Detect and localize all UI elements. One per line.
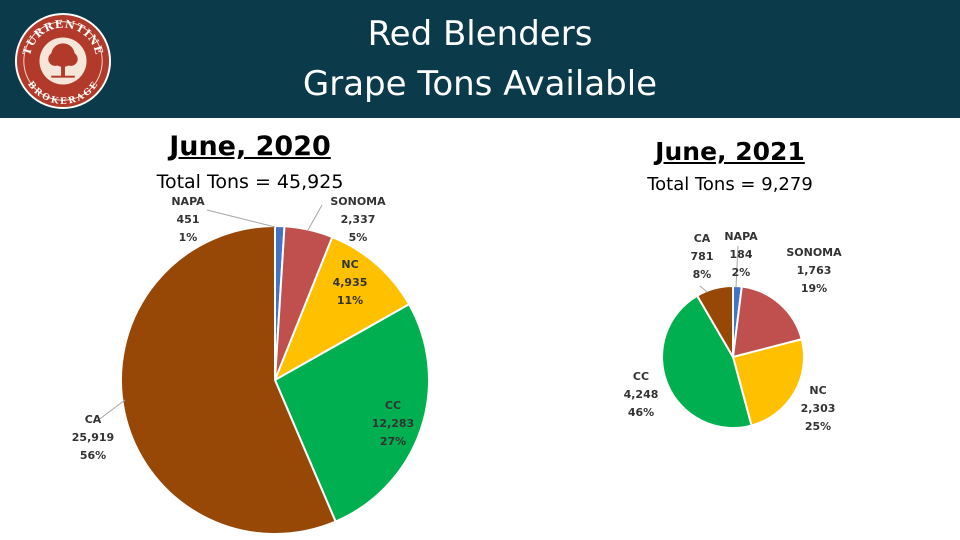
leader-line-2020-ca bbox=[96, 399, 126, 422]
data-label-2020-napa: NAPA 451 1% bbox=[171, 195, 205, 244]
leader-line-2020-sonoma bbox=[307, 204, 323, 231]
chart-2020-title: June, 2020 bbox=[169, 131, 331, 162]
slice-percent: 46% bbox=[628, 406, 654, 419]
slice-name: NAPA bbox=[171, 195, 205, 208]
data-label-2020-nc: NC 4,935 11% bbox=[333, 258, 368, 307]
slice-percent: 25% bbox=[805, 420, 831, 433]
slice-percent: 11% bbox=[337, 294, 363, 307]
slice-value: 1,763 bbox=[797, 264, 832, 277]
slice-value: 781 bbox=[691, 250, 714, 263]
slice-percent: 1% bbox=[179, 231, 198, 244]
turrentine-brokerage-logo: TURRENTINE BROKERAGE bbox=[14, 12, 112, 110]
pie-slice-2020-nc bbox=[273, 235, 411, 383]
slice-percent: 8% bbox=[693, 268, 712, 281]
pie-slice-2021-ca bbox=[695, 284, 734, 361]
leader-line-2020-napa bbox=[206, 209, 276, 228]
pie-slice-2021-nc bbox=[731, 338, 805, 427]
data-label-2020-cc: CC 12,283 27% bbox=[372, 399, 414, 448]
data-label-2021-nc: NC 2,303 25% bbox=[801, 384, 836, 433]
tree-icon bbox=[48, 43, 78, 78]
slice-value: 184 bbox=[730, 248, 753, 261]
slice-name: NC bbox=[809, 384, 826, 397]
slice-name: SONOMA bbox=[330, 195, 386, 208]
slice-value: 4,248 bbox=[624, 388, 659, 401]
slice-name: CA bbox=[85, 413, 102, 426]
pie-slice-2021-sonoma bbox=[731, 285, 803, 359]
data-label-2020-sonoma: SONOMA 2,337 5% bbox=[330, 195, 386, 244]
slice-percent: 27% bbox=[380, 435, 406, 448]
leader-line-2021-napa bbox=[735, 245, 739, 288]
slice-value: 2,303 bbox=[801, 402, 836, 415]
slice-value: 4,935 bbox=[333, 276, 368, 289]
data-label-2021-ca: CA 781 8% bbox=[691, 232, 714, 281]
chart-2021-subtitle: Total Tons = 9,279 bbox=[647, 174, 813, 195]
slice-name: CC bbox=[633, 370, 649, 383]
slice-percent: 5% bbox=[349, 231, 368, 244]
pie-chart-2021: NAPA 184 2% SONOMA 1,763 19% NC 2,303 25% CC 4,248… bbox=[624, 230, 843, 433]
slice-value: 451 bbox=[177, 213, 200, 226]
slice-value: 25,919 bbox=[72, 431, 114, 444]
chart-2020-subtitle: Total Tons = 45,925 bbox=[156, 171, 344, 193]
data-label-2021-cc: CC 4,248 46% bbox=[624, 370, 659, 419]
slice-percent: 2% bbox=[732, 266, 751, 279]
slice-name: SONOMA bbox=[786, 246, 842, 259]
slice-name: CC bbox=[385, 399, 401, 412]
data-label-2021-sonoma: SONOMA 1,763 19% bbox=[786, 246, 842, 295]
slide-title-line1: Red Blenders bbox=[367, 14, 593, 54]
slide-title-line2: Grape Tons Available bbox=[302, 64, 658, 104]
chart-2021-title: June, 2021 bbox=[655, 137, 805, 166]
pie-slice-2020-ca bbox=[120, 224, 337, 535]
slice-name: NAPA bbox=[724, 230, 758, 243]
title-banner bbox=[0, 0, 960, 118]
data-label-2020-ca: CA 25,919 56% bbox=[72, 413, 114, 462]
slice-percent: 19% bbox=[801, 282, 827, 295]
pie-slice-2020-cc bbox=[273, 302, 431, 523]
pie-chart-2020: NAPA 451 1% SONOMA 2,337 5% NC 4,935 11% CC 12,283… bbox=[72, 195, 431, 535]
pie-slice-2021-cc bbox=[661, 294, 753, 429]
slice-name: NC bbox=[341, 258, 358, 271]
leader-line-2021-ca bbox=[699, 285, 708, 293]
slice-value: 2,337 bbox=[341, 213, 376, 226]
data-label-2021-napa: NAPA 184 2% bbox=[724, 230, 758, 279]
slice-percent: 56% bbox=[80, 449, 106, 462]
slice-value: 12,283 bbox=[372, 417, 414, 430]
slice-name: CA bbox=[694, 232, 711, 245]
